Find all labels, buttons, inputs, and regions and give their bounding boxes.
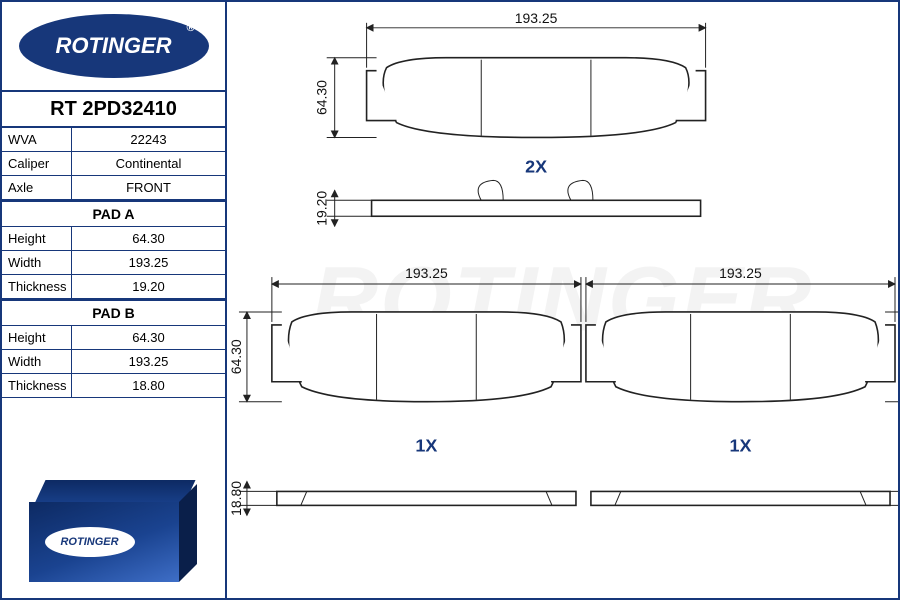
qty-br: 1X [729,436,751,456]
spec-row: Width 193.25 [2,251,225,275]
drawing-area: ROTINGER [227,2,898,598]
spec-val: 193.25 [72,251,225,274]
spec-row: Height 64.30 [2,227,225,251]
dim-top-height: 64.30 [314,80,330,115]
spec-val: 19.20 [72,275,225,298]
bottom-left-pad: 193.25 64.30 1X 18.80 [228,265,581,516]
qty-bl: 1X [415,436,437,456]
dim-bl-thick: 18.80 [228,481,244,516]
spec-row: Axle FRONT [2,176,225,200]
spec-row: Thickness 18.80 [2,374,225,398]
top-pad-face: 193.25 64.30 [314,10,706,138]
pad-a-header: PAD A [2,200,225,227]
spec-key: Caliper [2,152,72,175]
spec-key: Height [2,227,72,250]
spec-row: WVA 22243 [2,128,225,152]
spec-val: Continental [72,152,225,175]
spec-val: 64.30 [72,227,225,250]
brand-text: ROTINGER [55,33,171,59]
spec-sheet: ROTINGER ® RT 2PD32410 WVA 22243 Caliper… [0,0,900,600]
product-photo-box: ROTINGER [2,398,225,598]
pad-b-header: PAD B [2,299,225,326]
spec-key: WVA [2,128,72,151]
spec-val: 193.25 [72,350,225,373]
dim-br-width: 193.25 [719,265,762,281]
spec-row: Thickness 19.20 [2,275,225,299]
spec-val: 18.80 [72,374,225,397]
dim-top-width: 193.25 [515,10,558,26]
top-pad-side: 19.20 2X [314,156,701,226]
spec-key: Axle [2,176,72,199]
spec-key: Height [2,326,72,349]
spec-row: Width 193.25 [2,350,225,374]
dim-bl-height: 64.30 [228,339,244,374]
spec-key: Width [2,350,72,373]
package-logo: ROTINGER [45,527,135,557]
left-panel: ROTINGER ® RT 2PD32410 WVA 22243 Caliper… [2,2,227,598]
bottom-right-pad: 193.25 64.30 1X 18.80 [586,265,898,516]
dim-bl-width: 193.25 [405,265,448,281]
product-package: ROTINGER [29,480,199,590]
spec-row: Height 64.30 [2,326,225,350]
qty-top: 2X [525,156,547,176]
logo-box: ROTINGER ® [2,2,225,92]
spec-val: 64.30 [72,326,225,349]
spec-val: FRONT [72,176,225,199]
spec-key: Thickness [2,374,72,397]
spec-key: Width [2,251,72,274]
package-front: ROTINGER [29,502,179,582]
part-number: RT 2PD32410 [2,92,225,128]
spec-key: Thickness [2,275,72,298]
spec-row: Caliper Continental [2,152,225,176]
technical-drawing: 193.25 64.30 19.20 2X [227,2,898,598]
registered-mark: ® [186,22,194,34]
spec-val: 22243 [72,128,225,151]
package-side [179,484,197,582]
brand-logo: ROTINGER ® [19,14,209,78]
dim-top-thickness: 19.20 [314,191,330,226]
